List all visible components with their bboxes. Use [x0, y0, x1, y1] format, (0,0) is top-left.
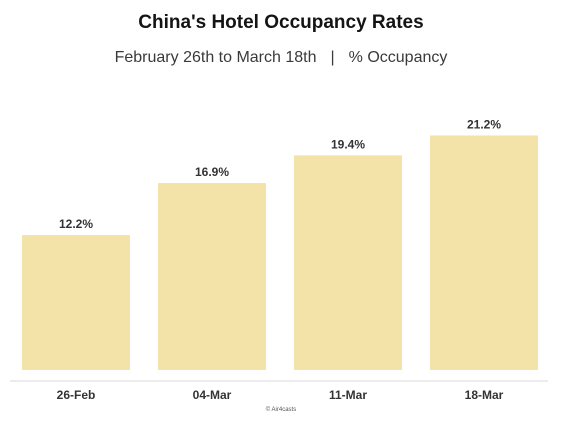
category-label: 11-Mar [329, 388, 367, 402]
bar-value-label: 21.2% [467, 117, 501, 131]
bar-26-feb [22, 235, 130, 370]
subtitle-date-range: February 26th to March 18th [114, 49, 317, 66]
credit-text: © Air4casts [265, 407, 297, 413]
bar-18-mar [430, 135, 538, 370]
bar-value-label: 19.4% [331, 137, 365, 151]
category-label: 26-Feb [57, 388, 96, 402]
subtitle-measure: % Occupancy [348, 49, 448, 66]
bar-value-label: 12.2% [59, 217, 93, 231]
bar-04-mar [158, 183, 266, 370]
chart-subtitle: February 26th to March 18th | % Occupancy [0, 49, 562, 67]
chart-title: China's Hotel Occupancy Rates [138, 12, 424, 33]
subtitle-separator: | [330, 49, 335, 66]
category-label: 04-Mar [193, 388, 232, 402]
bar-value-label: 16.9% [195, 165, 229, 179]
category-label: 18-Mar [465, 388, 504, 402]
bar-11-mar [294, 155, 402, 370]
